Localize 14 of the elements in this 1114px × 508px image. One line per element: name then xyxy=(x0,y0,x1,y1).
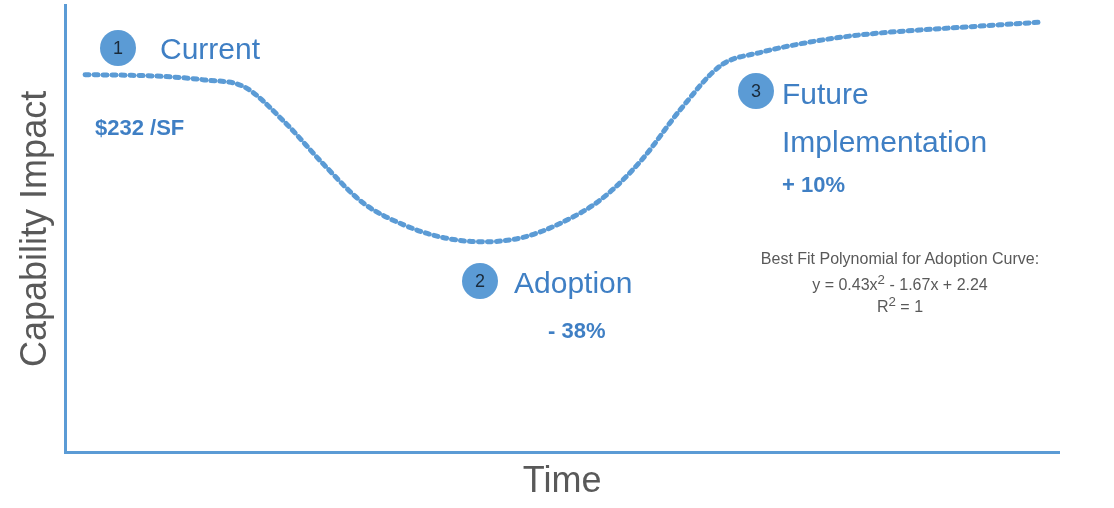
x-axis-title: Time xyxy=(522,459,602,501)
circle-icon: 3 xyxy=(738,73,774,109)
circle-icon: 2 xyxy=(462,263,498,299)
annotation: $232 /SF xyxy=(95,115,185,141)
annotation: Current xyxy=(160,32,261,66)
annotation: - 38% xyxy=(548,318,606,344)
circle-icon: 1 xyxy=(100,30,136,66)
annotation: Best Fit Polynomial for Adoption Curve: xyxy=(759,250,1041,268)
y-axis-title: Capability Impact xyxy=(12,90,54,367)
annotation: y = 0.43x$^{2}$ - 1.67x + 2.24 xyxy=(811,272,989,295)
annotation: Adoption xyxy=(514,266,633,300)
annotation: R$^{2}$ = 1 xyxy=(875,294,925,317)
annotation: + 10% xyxy=(782,172,845,198)
annotation: Future Implementation xyxy=(782,76,989,160)
